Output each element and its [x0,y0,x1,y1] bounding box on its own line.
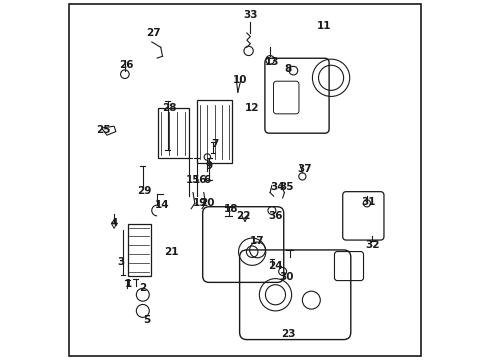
Text: 34: 34 [270,182,285,192]
Text: 20: 20 [200,198,215,208]
Text: 10: 10 [232,75,247,85]
Text: 25: 25 [96,125,111,135]
Text: 19: 19 [193,198,207,208]
Text: 23: 23 [281,329,295,339]
Bar [127,224,151,276]
Text: 26: 26 [120,60,134,70]
Text: 36: 36 [268,211,283,221]
Text: 30: 30 [279,272,294,282]
Text: 31: 31 [362,197,376,207]
Text: 4: 4 [110,218,118,228]
Text: 22: 22 [236,211,250,221]
Text: 17: 17 [250,236,265,246]
Text: 29: 29 [137,186,152,196]
Text: 16: 16 [193,175,207,185]
Text: 7: 7 [211,139,218,149]
Text: 18: 18 [223,204,238,214]
Text: 6: 6 [204,175,211,185]
Text: 35: 35 [279,182,294,192]
Bar [158,108,189,158]
Text: 1: 1 [125,279,132,289]
Text: 32: 32 [365,239,380,249]
Text: 5: 5 [143,315,150,325]
Text: 27: 27 [146,28,161,38]
Text: 3: 3 [118,257,125,267]
Text: 9: 9 [206,161,213,171]
Text: 15: 15 [186,175,200,185]
Text: 12: 12 [245,103,259,113]
Text: 2: 2 [139,283,147,293]
Text: 33: 33 [243,10,258,20]
Text: 8: 8 [284,64,292,74]
Bar [196,100,232,163]
Text: 28: 28 [163,103,177,113]
Text: 11: 11 [317,21,331,31]
Text: 24: 24 [268,261,283,271]
Text: 21: 21 [164,247,179,257]
Text: 14: 14 [155,200,170,210]
Text: 37: 37 [297,164,312,174]
Text: 13: 13 [265,57,279,67]
